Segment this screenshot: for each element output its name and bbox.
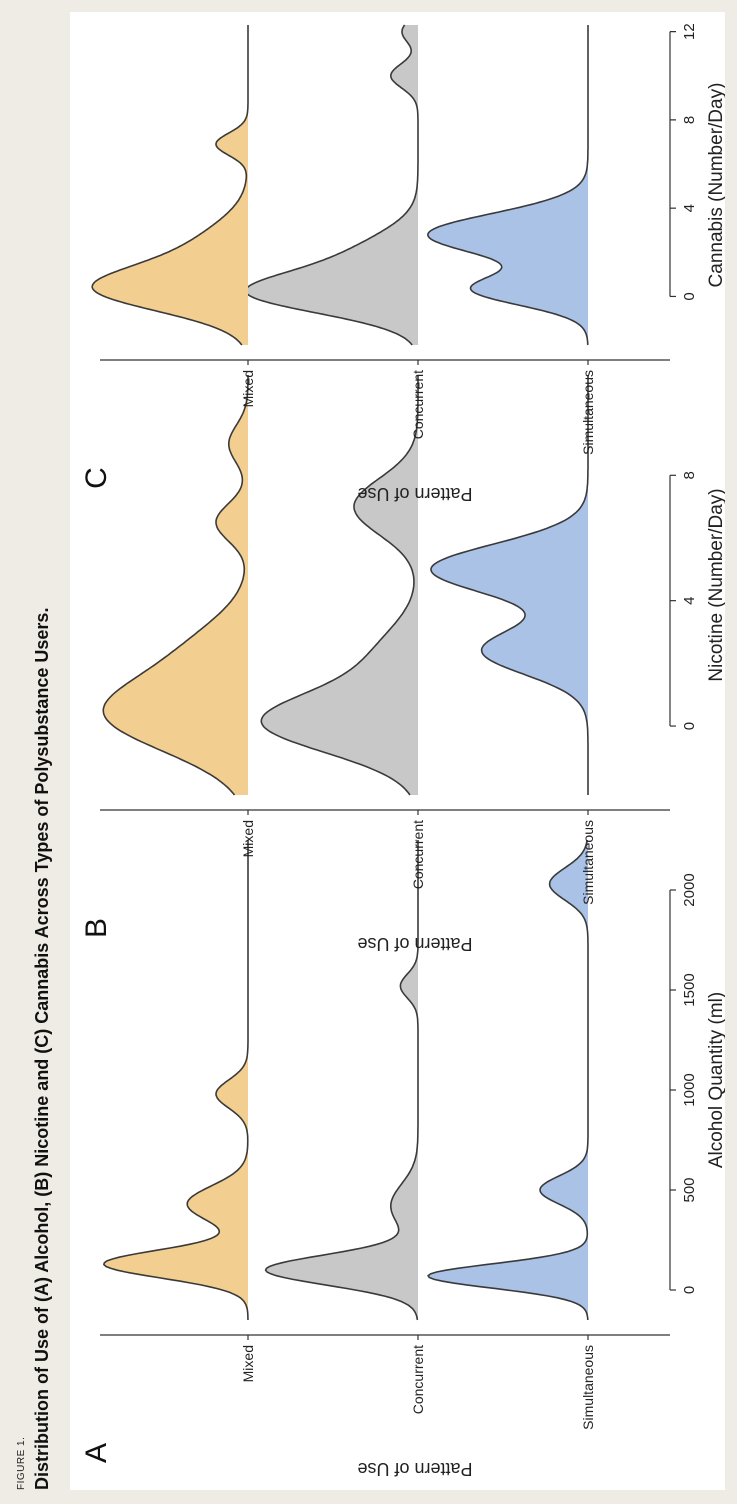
ridgeline-charts: Simultaneous Concurrent Mixed 0 500 1000 1500 2… [80, 23, 725, 1479]
density-line-simultaneous [430, 375, 589, 795]
density-line-simultaneous [427, 839, 589, 1321]
category-label: Simultaneous [580, 820, 596, 905]
category-label: Mixed [240, 370, 256, 407]
density-line-mixed [102, 375, 249, 796]
y-axis-title: Pattern of Use [357, 934, 472, 954]
density-line-concurrent [260, 375, 419, 796]
density-fill-mixed [92, 25, 248, 345]
category-label: Simultaneous [580, 1345, 596, 1430]
x-tick-label: 2000 [681, 873, 698, 906]
y-axis-title: Pattern of Use [357, 1459, 472, 1479]
figure-label: FIGURE 1. [16, 1436, 27, 1490]
x-tick-label: 4 [681, 204, 698, 212]
x-tick-label: 8 [681, 116, 698, 124]
y-axis-title: Pattern of Use [357, 484, 472, 504]
density-fill-concurrent [245, 25, 418, 345]
x-axis-title: Alcohol Quantity (ml) [706, 992, 725, 1168]
chart-panel-C: Simultaneous Concurrent Mixed 0 4 8 12 Cannabis… [80, 23, 725, 504]
density-fill-concurrent [265, 840, 418, 1320]
density-fill-concurrent [261, 375, 418, 795]
figure-panel: Simultaneous Concurrent Mixed 0 500 1000 1500 2… [70, 12, 725, 1490]
density-line-simultaneous [427, 25, 589, 346]
x-tick-label: 1000 [681, 1073, 698, 1106]
density-line-concurrent [264, 840, 419, 1321]
x-tick-label: 8 [681, 471, 698, 479]
chart-panel-B: Simultaneous Concurrent Mixed 0 4 8 Nicotine (… [80, 375, 725, 954]
category-label: Concurrent [410, 370, 426, 439]
figure-title: Distribution of Use of (A) Alcohol, (B) … [32, 607, 52, 1490]
x-tick-label: 1500 [681, 973, 698, 1006]
density-line-mixed [91, 25, 249, 346]
category-label: Simultaneous [580, 370, 596, 455]
category-label: Concurrent [410, 1345, 426, 1414]
density-line-mixed [103, 840, 249, 1321]
panel-letter: A [80, 1443, 113, 1463]
x-axis-title: Cannabis (Number/Day) [706, 83, 725, 288]
x-tick-label: 0 [681, 722, 698, 730]
x-tick-label: 0 [681, 292, 698, 300]
x-tick-label: 4 [681, 596, 698, 604]
category-label: Mixed [240, 1345, 256, 1382]
chart-panel-A: Simultaneous Concurrent Mixed 0 500 1000 1500 2… [80, 839, 725, 1479]
category-label: Concurrent [410, 820, 426, 889]
panel-letter: B [80, 918, 113, 938]
panel-letter: C [80, 467, 113, 489]
density-fill-simultaneous [428, 840, 588, 1320]
x-tick-label: 500 [681, 1177, 698, 1202]
density-fill-mixed [103, 375, 248, 795]
density-fill-simultaneous [431, 375, 588, 795]
x-tick-label: 0 [681, 1286, 698, 1294]
x-tick-label: 12 [681, 23, 698, 40]
density-fill-mixed [103, 840, 248, 1320]
density-fill-simultaneous [427, 25, 588, 345]
category-label: Mixed [240, 820, 256, 857]
chart-rotation-wrapper: Simultaneous Concurrent Mixed 0 500 1000 1500 2… [70, 12, 725, 1490]
x-axis-title: Nicotine (Number/Day) [706, 488, 725, 681]
